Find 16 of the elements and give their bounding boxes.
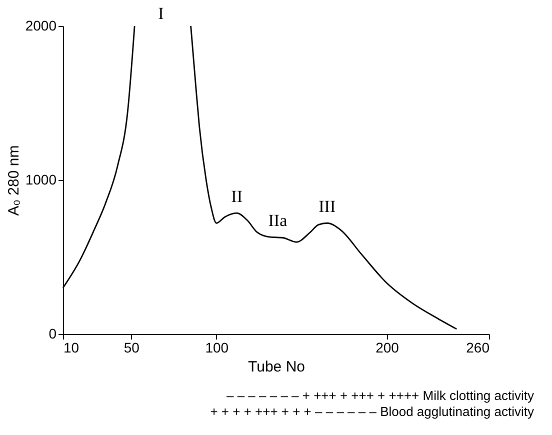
text: + + + + +++ + + + – – – – – – Blood agglutinating activity — [210, 404, 534, 419]
x-tick-label: 50 — [124, 340, 140, 356]
x-tick-label: 10 — [64, 340, 80, 356]
x-tick-label: 260 — [466, 340, 490, 356]
y-tick-label: 1000 — [25, 172, 57, 188]
y-tick-label: 2000 — [25, 18, 57, 34]
x-tick-label: 100 — [205, 340, 229, 356]
text: – – – – – – – + +++ + +++ + ++++ Milk clotting activity — [226, 388, 534, 403]
annotation: III — [318, 197, 336, 216]
annotation: IIa — [268, 210, 288, 230]
y-tick-label: 0 — [48, 326, 57, 342]
y-axis-title: A₀ 280 nm — [5, 145, 22, 216]
x-tick-label: 200 — [376, 340, 400, 356]
text: I — [158, 4, 164, 23]
x-axis-title: Tube No — [248, 358, 305, 376]
annotation: II — [231, 187, 243, 206]
